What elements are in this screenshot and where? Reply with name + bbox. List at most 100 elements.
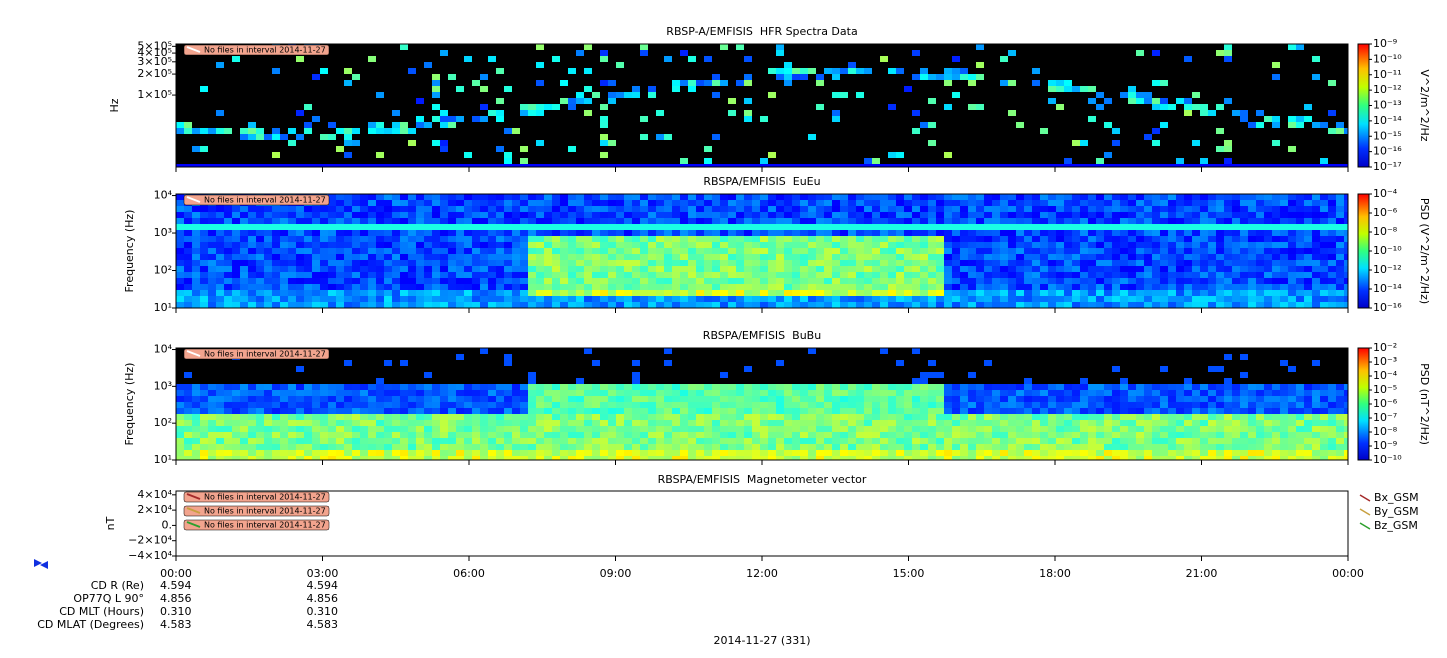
spectrogram-cell	[680, 432, 688, 438]
spectrogram-cell	[808, 254, 816, 260]
spectrogram-cell	[1192, 296, 1200, 302]
spectrogram-cell	[1144, 164, 1152, 167]
spectrogram-cell	[328, 444, 336, 450]
spectrogram-cell	[336, 438, 344, 444]
spectrogram-cell	[952, 450, 960, 456]
spectrogram-cell	[528, 432, 536, 438]
spectrogram-cell	[456, 354, 464, 360]
spectrogram-cell	[544, 302, 552, 308]
spectrogram-cell	[1104, 194, 1112, 200]
spectrogram-cell	[200, 254, 208, 260]
spectrogram-cell	[448, 408, 456, 414]
spectrogram-cell	[784, 402, 792, 408]
spectrogram-cell	[872, 420, 880, 426]
spectrogram-cell	[1296, 242, 1304, 248]
spectrogram-cell	[256, 390, 264, 396]
spectrogram-cell	[384, 384, 392, 390]
spectrogram-cell	[1072, 432, 1080, 438]
spectrogram-cell	[784, 432, 792, 438]
spectrogram-cell	[712, 212, 720, 218]
spectrogram-cell	[928, 272, 936, 278]
spectrogram-cell	[232, 296, 240, 302]
spectrogram-cell	[984, 164, 992, 167]
spectrogram-cell	[856, 432, 864, 438]
spectrogram-cell	[1088, 212, 1096, 218]
spectrogram-cell	[920, 248, 928, 254]
spectrogram-cell	[1160, 194, 1168, 200]
spectrogram-cell	[560, 420, 568, 426]
spectrogram-cell	[432, 194, 440, 200]
spectrogram-cell	[1312, 56, 1320, 62]
note-box	[183, 194, 330, 206]
spectrogram-cell	[280, 224, 288, 230]
spectrogram-cell	[1240, 242, 1248, 248]
spectrogram-cell	[744, 194, 752, 200]
spectrogram-cell	[640, 444, 648, 450]
spectrogram-cell	[1336, 272, 1344, 278]
spectrogram-cell	[272, 444, 280, 450]
spectrogram-cell	[496, 290, 504, 296]
spectrogram-cell	[928, 230, 936, 236]
spectrogram-cell	[320, 224, 328, 230]
spectrogram-cell	[528, 402, 536, 408]
spectrogram-cell	[560, 194, 568, 200]
spectrogram-cell	[296, 236, 304, 242]
spectrogram-cell	[304, 224, 312, 230]
spectrogram-cell	[752, 224, 760, 230]
spectrogram-cell	[216, 248, 224, 254]
spectrogram-cell	[288, 450, 296, 456]
spectrogram-cell	[624, 194, 632, 200]
spectrogram-cell	[224, 128, 232, 134]
spectrogram-cell	[984, 278, 992, 284]
spectrogram-cell	[1040, 236, 1048, 242]
spectrogram-cell	[336, 242, 344, 248]
spectrogram-cell	[1064, 272, 1072, 278]
spectrogram-cell	[880, 384, 888, 390]
spectrogram-cell	[608, 218, 616, 224]
spectrogram-cell	[712, 426, 720, 432]
spectrogram-cell	[336, 384, 344, 390]
spectrogram-cell	[912, 248, 920, 254]
spectrogram-cell	[840, 384, 848, 390]
spectrogram-cell	[784, 456, 792, 460]
spectrogram-cell	[1008, 450, 1016, 456]
spectrogram-cell	[848, 68, 856, 74]
spectrogram-cell	[744, 296, 752, 302]
spectrogram-cell	[544, 200, 552, 206]
spectrogram-cell	[1168, 248, 1176, 254]
spectrogram-cell	[520, 438, 528, 444]
spectrogram-cell	[392, 128, 400, 134]
spectrogram-cell	[1104, 302, 1112, 308]
spectrogram-cell	[288, 224, 296, 230]
spectrogram-cell	[232, 438, 240, 444]
spectrogram-cell	[240, 236, 248, 242]
spectrogram-cell	[512, 212, 520, 218]
spectrogram-cell	[184, 402, 192, 408]
spectrogram-cell	[1344, 224, 1348, 230]
spectrogram-cell	[800, 450, 808, 456]
spectrogram-cell	[928, 194, 936, 200]
spectrogram-cell	[976, 254, 984, 260]
spectrogram-cell	[1080, 140, 1088, 146]
spectrogram-cell	[416, 212, 424, 218]
spectrogram-cell	[768, 248, 776, 254]
spectrogram-cell	[704, 450, 712, 456]
spectrogram-cell	[352, 278, 360, 284]
spectrogram-cell	[728, 194, 736, 200]
spectrogram-cell	[1160, 200, 1168, 206]
spectrogram-cell	[776, 212, 784, 218]
spectrogram-cell	[1328, 230, 1336, 236]
spectrogram-cell	[1056, 384, 1064, 390]
spectrogram-cell	[920, 68, 928, 74]
spectrogram-cell	[432, 296, 440, 302]
spectrogram-cell	[1344, 266, 1348, 272]
spectrogram-cell	[1248, 266, 1256, 272]
spectrogram-cell	[872, 218, 880, 224]
spectrogram-cell	[944, 152, 952, 158]
spectrogram-cell	[920, 224, 928, 230]
spectrogram-cell	[232, 254, 240, 260]
spectrogram-cell	[1040, 396, 1048, 402]
spectrogram-cell	[944, 206, 952, 212]
spectrogram-cell	[264, 396, 272, 402]
spectrogram-cell	[632, 438, 640, 444]
